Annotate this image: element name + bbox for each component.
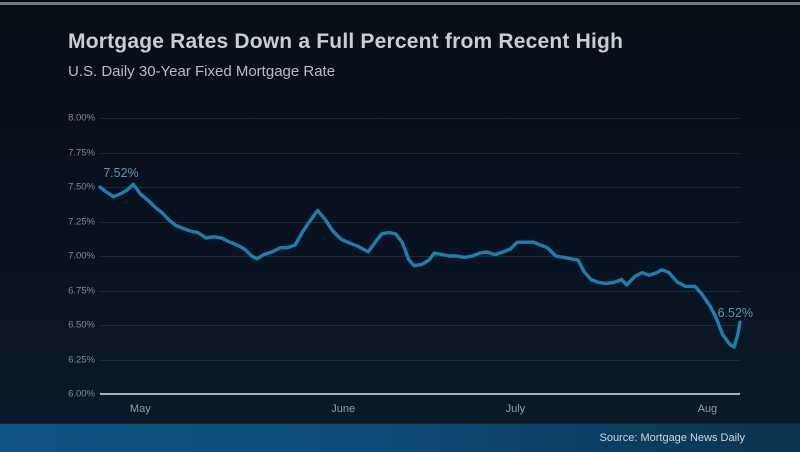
- y-tick-label: 6.00%: [68, 388, 95, 400]
- y-tick-label: 7.00%: [68, 250, 95, 262]
- source-label: Source: Mortgage News Daily: [599, 432, 745, 444]
- y-tick-label: 6.25%: [68, 354, 95, 365]
- y-gridline: [100, 290, 740, 292]
- annotation-start-value: 7.52%: [103, 166, 139, 181]
- chart-title: Mortgage Rates Down a Full Percent from …: [68, 30, 624, 53]
- y-gridline: [100, 256, 740, 257]
- footer-bar: Source: Mortgage News Daily: [0, 423, 800, 452]
- x-tick-label: July: [505, 403, 526, 415]
- x-axis-line: [100, 393, 740, 395]
- y-gridline: [100, 152, 740, 154]
- x-tick-label: Aug: [697, 403, 718, 415]
- rate-line: [98, 182, 742, 349]
- annotation-end-value: 6.52%: [717, 306, 754, 321]
- x-tick-label: May: [129, 403, 151, 415]
- y-tick-label: 6.50%: [68, 319, 95, 331]
- y-gridline: [100, 187, 740, 188]
- y-tick-label: 6.75%: [68, 285, 95, 296]
- top-edge: [0, 0, 800, 2]
- y-gridline: [100, 359, 740, 361]
- y-gridline: [100, 325, 740, 326]
- y-tick-label: 7.75%: [68, 147, 95, 158]
- y-tick-label: 7.50%: [68, 181, 95, 193]
- y-tick-label: 7.25%: [68, 216, 95, 227]
- y-gridline: [100, 221, 740, 223]
- x-tick-label: June: [331, 403, 356, 415]
- y-tick-label: 8.00%: [68, 112, 95, 124]
- top-accent-strip: [0, 2, 800, 5]
- y-gridline: [100, 118, 740, 119]
- chart-subtitle: U.S. Daily 30-Year Fixed Mortgage Rate: [68, 63, 336, 80]
